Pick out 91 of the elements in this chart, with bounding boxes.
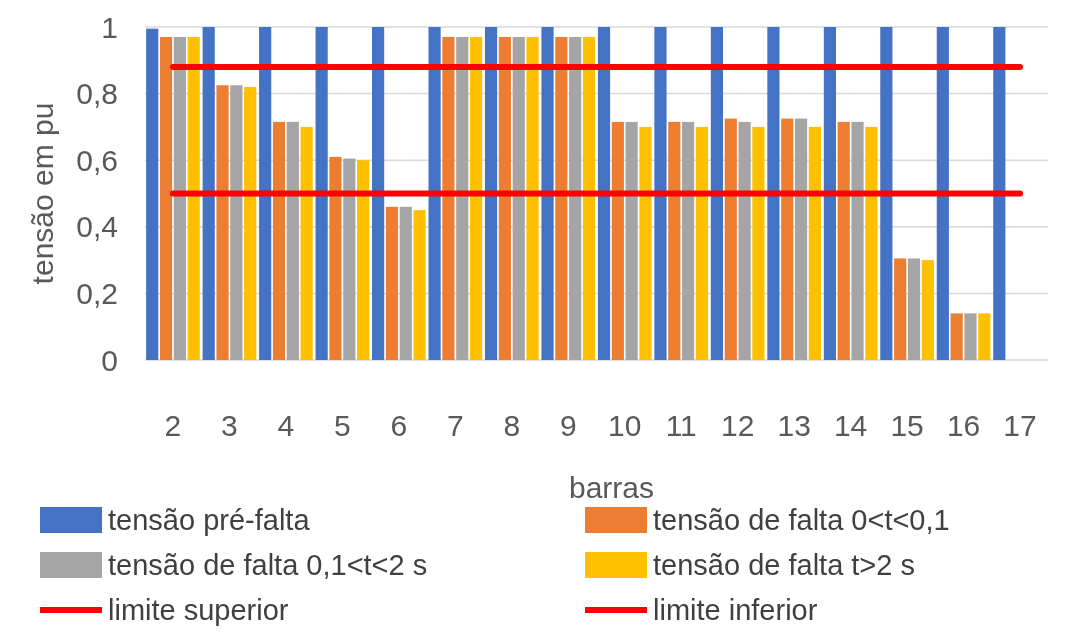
bar <box>851 121 864 360</box>
bar <box>187 36 200 360</box>
bar <box>244 86 257 360</box>
bar <box>993 27 1006 360</box>
bar <box>343 158 356 360</box>
bar <box>456 36 469 360</box>
y-tick-label: 0,8 <box>76 77 118 111</box>
x-tick-label: 16 <box>946 408 981 442</box>
y-tick-label: 0,2 <box>76 276 118 310</box>
bar <box>738 121 751 360</box>
y-axis-title: tensão em pu <box>25 102 59 285</box>
x-tick-label: 10 <box>608 408 642 442</box>
bar <box>469 36 483 360</box>
bar <box>950 313 963 360</box>
legend-label: tensão de falta t>2 s <box>653 549 915 582</box>
bar <box>625 121 638 360</box>
y-tick-label: 0,6 <box>76 143 118 177</box>
bar <box>794 118 808 360</box>
bar <box>569 36 582 360</box>
x-tick-label: 7 <box>446 408 464 442</box>
bar <box>978 313 991 360</box>
bar <box>300 126 313 360</box>
bar <box>837 121 850 360</box>
legend-label: limite inferior <box>653 594 818 627</box>
bar <box>428 27 441 360</box>
bar <box>484 27 498 360</box>
x-tick-label: 9 <box>559 408 577 442</box>
bar <box>752 126 765 360</box>
bar <box>781 118 794 360</box>
bar <box>512 36 525 360</box>
bar <box>216 85 229 360</box>
bar <box>230 85 243 360</box>
bar <box>385 206 399 360</box>
x-tick-label: 2 <box>164 408 182 442</box>
bar <box>695 126 709 360</box>
bar <box>146 28 159 360</box>
y-tick-label: 0 <box>101 343 118 377</box>
bar <box>413 210 426 360</box>
x-tick-label: 3 <box>221 408 238 442</box>
bar <box>964 313 977 360</box>
bar <box>682 121 695 360</box>
bar <box>894 258 907 360</box>
bar <box>329 156 342 360</box>
bar <box>555 36 568 360</box>
bar <box>272 121 286 360</box>
bar <box>286 121 299 360</box>
bar <box>639 126 652 360</box>
bar <box>159 36 173 360</box>
bar <box>668 121 681 360</box>
bar <box>357 160 370 360</box>
bar <box>654 27 667 360</box>
bar <box>724 118 737 360</box>
x-tick-label: 8 <box>503 408 521 442</box>
bar <box>541 27 554 360</box>
legend-label: tensão de falta 0,1<t<2 s <box>108 549 428 582</box>
x-axis-title: barras <box>568 470 655 504</box>
y-tick-label: 1 <box>101 10 118 44</box>
x-tick-label: 12 <box>720 408 755 442</box>
bar <box>315 27 328 360</box>
bar <box>173 36 186 360</box>
bar <box>202 27 215 360</box>
bar <box>442 36 455 360</box>
legend-label: tensão de falta 0<t<0,1 <box>653 504 950 537</box>
x-tick-label: 6 <box>390 408 408 442</box>
x-tick-label: 13 <box>777 408 811 442</box>
y-tick-label: 0,4 <box>76 210 118 244</box>
bar <box>498 36 511 360</box>
bar <box>936 27 949 360</box>
bar <box>907 258 921 360</box>
bar <box>611 121 624 360</box>
legend-label: tensão pré-falta <box>108 504 311 537</box>
x-tick-label: 14 <box>833 408 868 442</box>
bar <box>808 126 821 360</box>
bar <box>710 27 724 360</box>
bar <box>921 260 934 360</box>
bar <box>259 27 272 360</box>
bar <box>399 206 412 360</box>
bar <box>582 36 596 360</box>
bar <box>823 27 836 360</box>
x-tick-label: 15 <box>890 408 924 442</box>
bar <box>880 27 893 360</box>
x-tick-label: 11 <box>665 408 697 442</box>
bar <box>767 27 780 360</box>
bar <box>372 27 385 360</box>
bar <box>865 126 878 360</box>
bar <box>526 36 539 360</box>
x-tick-label: 17 <box>1003 408 1037 442</box>
x-tick-label: 5 <box>334 408 351 442</box>
bar <box>597 27 611 360</box>
x-tick-label: 4 <box>277 408 295 442</box>
legend-label: limite superior <box>108 594 289 627</box>
